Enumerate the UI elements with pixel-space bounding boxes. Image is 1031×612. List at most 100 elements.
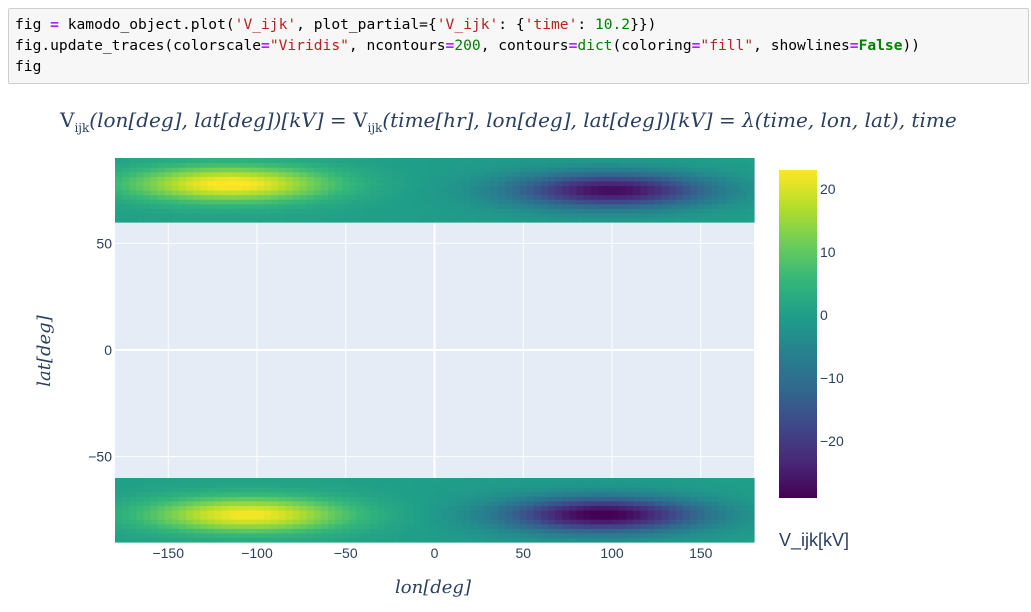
heatmap-cell bbox=[342, 162, 350, 168]
heatmap-cell bbox=[448, 194, 457, 200]
heatmap-cell bbox=[271, 190, 279, 196]
heatmap-cell bbox=[626, 496, 634, 502]
heatmap-cell bbox=[704, 199, 712, 205]
heatmap-cell bbox=[214, 171, 223, 177]
heatmap-cell bbox=[221, 487, 230, 493]
heatmap-cell bbox=[115, 496, 123, 502]
heatmap-cell bbox=[441, 510, 450, 516]
heatmap-cell bbox=[115, 171, 123, 177]
heatmap-cell bbox=[420, 176, 428, 182]
heatmap-cell bbox=[683, 537, 691, 543]
heatmap-cell bbox=[427, 523, 436, 529]
heatmap-cell bbox=[668, 171, 677, 177]
heatmap-cell bbox=[278, 514, 286, 520]
heatmap-cell bbox=[171, 482, 180, 488]
heatmap-cell bbox=[427, 510, 436, 516]
heatmap-cell bbox=[576, 199, 585, 205]
heatmap-cell bbox=[271, 212, 279, 219]
heatmap-cell bbox=[519, 519, 528, 525]
x-tick-label: 100 bbox=[600, 545, 624, 561]
heatmap-cell bbox=[406, 500, 414, 507]
heatmap-cell bbox=[157, 180, 166, 187]
heatmap-cell bbox=[541, 212, 549, 219]
heatmap-cell bbox=[739, 510, 748, 516]
heatmap-cell bbox=[661, 212, 670, 219]
heatmap-cell bbox=[242, 500, 251, 507]
heatmap-cell bbox=[235, 208, 244, 214]
heatmap-cell bbox=[690, 199, 698, 205]
heatmap-cell bbox=[569, 217, 578, 223]
heatmap-cell bbox=[399, 217, 407, 223]
heatmap-cell bbox=[178, 500, 187, 507]
heatmap-cell bbox=[746, 510, 755, 516]
heatmap-cell bbox=[150, 158, 159, 164]
heatmap-cell bbox=[249, 532, 258, 539]
heatmap-cell bbox=[299, 482, 308, 488]
heatmap-cell bbox=[299, 523, 308, 529]
heatmap-cell bbox=[186, 217, 194, 223]
heatmap-cell bbox=[292, 185, 301, 191]
heatmap-cell bbox=[427, 217, 436, 223]
heatmap-cell bbox=[115, 523, 123, 529]
heatmap-cell bbox=[505, 519, 514, 525]
heatmap-cell bbox=[725, 203, 734, 209]
heatmap-cell bbox=[363, 496, 372, 502]
heatmap-cell bbox=[200, 217, 208, 223]
heatmap-cell bbox=[136, 212, 144, 219]
heatmap-cell bbox=[576, 496, 585, 502]
heatmap-cell bbox=[718, 510, 727, 516]
heatmap-cell bbox=[207, 532, 215, 539]
heatmap-cell bbox=[548, 167, 556, 173]
heatmap-cell bbox=[704, 478, 712, 484]
heatmap-cell bbox=[668, 528, 677, 534]
heatmap-cell bbox=[704, 194, 712, 200]
heatmap-cell bbox=[242, 519, 251, 525]
heatmap-cell bbox=[356, 528, 365, 534]
code-cell[interactable]: fig = kamodo_object.plot('V_ijk', plot_p… bbox=[8, 8, 1029, 84]
heatmap-cell bbox=[533, 185, 542, 191]
heatmap-cell bbox=[320, 176, 329, 182]
heatmap-cell bbox=[498, 185, 507, 191]
heatmap-cell bbox=[264, 510, 272, 516]
heatmap-cell bbox=[675, 496, 684, 502]
heatmap-cell bbox=[541, 478, 549, 484]
heatmap-cell bbox=[491, 505, 499, 511]
heatmap-cell bbox=[306, 532, 315, 539]
heatmap-cell bbox=[668, 212, 677, 219]
heatmap-cell bbox=[143, 496, 152, 502]
heatmap-cell bbox=[356, 482, 365, 488]
heatmap-cell bbox=[498, 519, 507, 525]
heatmap-cell bbox=[377, 194, 386, 200]
heatmap-cell bbox=[455, 217, 464, 223]
heatmap-cell bbox=[115, 537, 123, 543]
heatmap-cell bbox=[164, 505, 173, 511]
heatmap-cell bbox=[704, 185, 712, 191]
heatmap-cell bbox=[725, 500, 734, 507]
heatmap-cell bbox=[164, 194, 173, 200]
heatmap-cell bbox=[604, 482, 613, 488]
heatmap-cell bbox=[363, 487, 372, 493]
heatmap-cell bbox=[484, 158, 492, 164]
heatmap-cell bbox=[320, 532, 329, 539]
heatmap-cell bbox=[129, 528, 137, 534]
heatmap-cell bbox=[533, 158, 542, 164]
heatmap-cell bbox=[477, 514, 485, 520]
heatmap-cell bbox=[512, 180, 521, 187]
heatmap-cell bbox=[519, 217, 528, 223]
heatmap-cell bbox=[377, 487, 386, 493]
heatmap-cell bbox=[661, 514, 670, 520]
heatmap-cell bbox=[434, 505, 443, 511]
heatmap-cell bbox=[164, 180, 173, 187]
heatmap-cell bbox=[313, 167, 322, 173]
heatmap-cell bbox=[349, 158, 357, 164]
heatmap-cell bbox=[122, 194, 130, 200]
heatmap-cell bbox=[249, 185, 258, 191]
heatmap-cell bbox=[278, 208, 286, 214]
heatmap-cell bbox=[178, 212, 187, 219]
heatmap-cell bbox=[526, 532, 535, 539]
heatmap-cell bbox=[413, 478, 421, 484]
heatmap-cell bbox=[391, 528, 400, 534]
heatmap-cell bbox=[420, 487, 428, 493]
heatmap-cell bbox=[541, 528, 549, 534]
heatmap-cell bbox=[477, 180, 485, 187]
